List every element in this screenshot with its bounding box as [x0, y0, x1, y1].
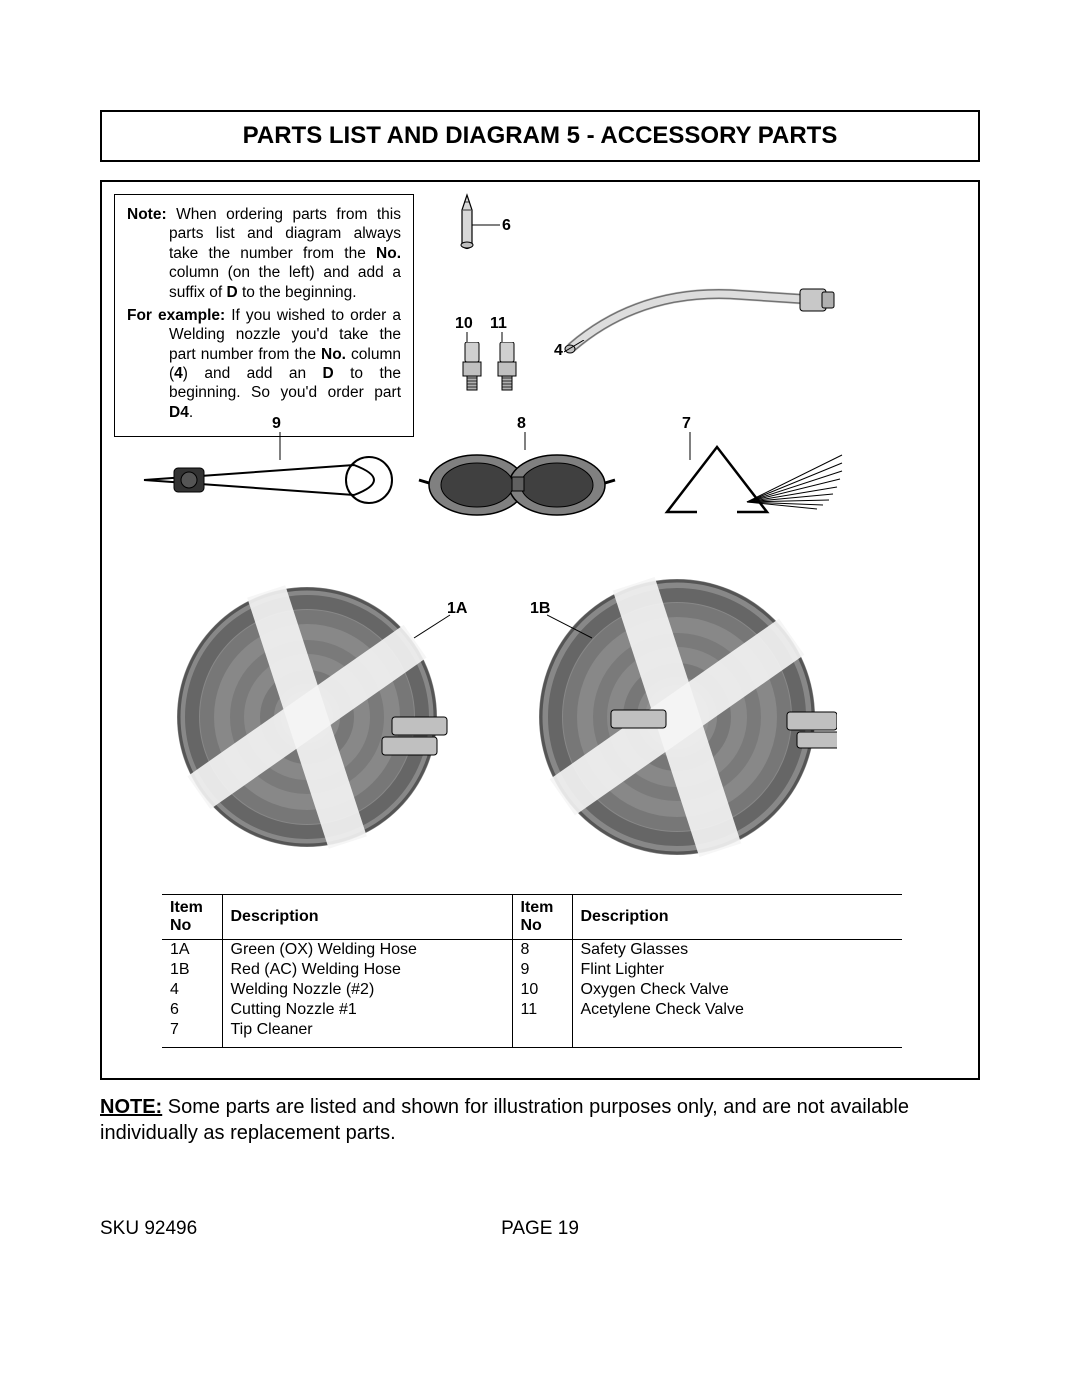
- part-10-oxygen-valve: [457, 342, 487, 397]
- leader-4: [564, 340, 589, 355]
- part-9-flint-lighter: [114, 440, 404, 520]
- leader-7: [685, 432, 695, 462]
- th-item-no: ItemNo: [162, 895, 222, 940]
- th-desc: Description: [222, 895, 512, 940]
- leader-1a: [412, 610, 452, 640]
- callout-7: 7: [682, 415, 691, 433]
- table-row: 1B Red (AC) Welding Hose 9 Flint Lighter: [162, 960, 902, 980]
- table-row: 7 Tip Cleaner: [162, 1020, 902, 1048]
- table-row: 4 Welding Nozzle (#2) 10 Oxygen Check Va…: [162, 980, 902, 1000]
- page-number: PAGE 19: [501, 1218, 579, 1240]
- th-desc2: Description: [572, 895, 902, 940]
- leader-9: [275, 432, 285, 462]
- leader-1b: [547, 610, 597, 640]
- part-6-cutting-nozzle: [442, 190, 492, 270]
- leader-8: [520, 432, 530, 452]
- table-row: 6 Cutting Nozzle #1 11 Acetylene Check V…: [162, 1000, 902, 1020]
- footer-note: NOTE: Some parts are listed and shown fo…: [100, 1094, 980, 1146]
- callout-9: 9: [272, 415, 281, 433]
- sku-label: SKU 92496: [100, 1218, 197, 1240]
- leader-6: [472, 220, 502, 230]
- callout-4: 4: [554, 342, 563, 360]
- callout-6: 6: [502, 217, 511, 235]
- page-title: PARTS LIST AND DIAGRAM 5 - ACCESSORY PAR…: [100, 110, 980, 162]
- callout-10: 10: [455, 315, 473, 333]
- diagram-container: Note: When ordering parts from this part…: [100, 180, 980, 1080]
- part-11-acetylene-valve: [492, 342, 522, 397]
- callout-8: 8: [517, 415, 526, 433]
- table-row: 1A Green (OX) Welding Hose 8 Safety Glas…: [162, 940, 902, 961]
- part-8-safety-glasses: [417, 445, 617, 520]
- parts-table: ItemNo Description ItemNo Description 1A…: [162, 894, 902, 1048]
- leader-10: [462, 332, 472, 344]
- leader-11: [497, 332, 507, 344]
- parts-table-body: 1A Green (OX) Welding Hose 8 Safety Glas…: [162, 940, 902, 1048]
- th-item-no2: ItemNo: [512, 895, 572, 940]
- part-4-welding-nozzle: [562, 277, 842, 367]
- callout-11: 11: [490, 315, 507, 333]
